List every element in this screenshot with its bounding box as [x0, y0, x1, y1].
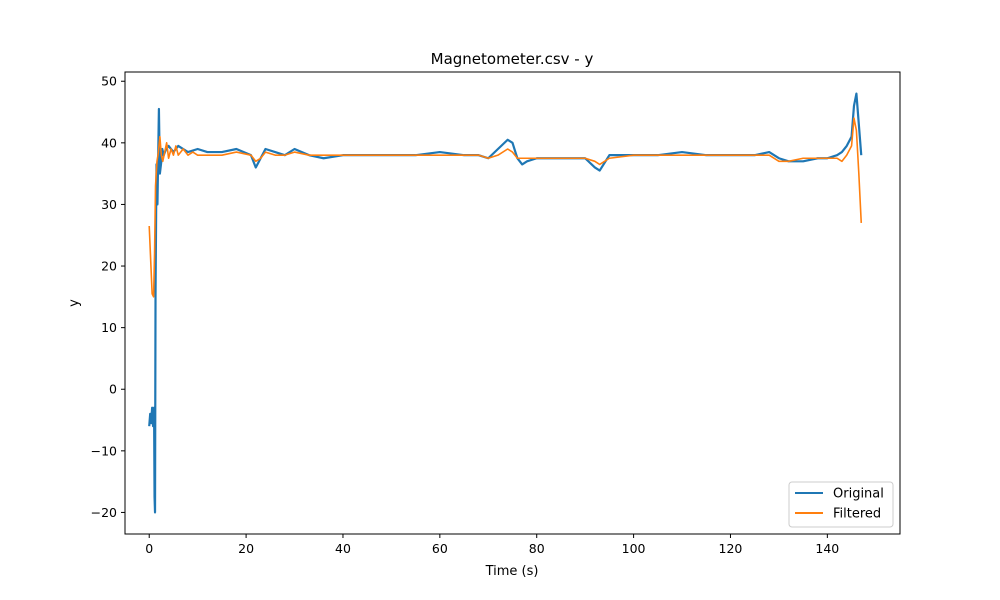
x-tick-label: 20 [238, 541, 254, 556]
y-tick-label: 50 [101, 74, 117, 89]
x-tick-label: 60 [432, 541, 448, 556]
x-tick-label: 120 [719, 541, 743, 556]
x-tick-label: 100 [622, 541, 646, 556]
y-tick-label: 10 [101, 320, 117, 335]
y-axis-ticks: −20 −10 0 10 20 30 40 50 [91, 74, 125, 520]
y-tick-label: 30 [101, 197, 117, 212]
legend-label-filtered: Filtered [833, 507, 881, 522]
y-tick-label: 20 [101, 259, 117, 274]
x-axis-ticks: 0 20 40 60 80 100 120 140 [145, 534, 839, 556]
y-tick-label: −10 [91, 443, 117, 458]
series-line-filtered [148, 117, 863, 298]
x-tick-label: 0 [145, 541, 153, 556]
x-tick-label: 40 [335, 541, 351, 556]
axes-frame [124, 71, 901, 535]
x-tick-label: 80 [529, 541, 545, 556]
y-axis-label: y [67, 299, 82, 307]
chart-title: Magnetometer.csv - y [431, 50, 594, 68]
legend-label-original: Original [833, 487, 884, 502]
x-tick-label: 140 [815, 541, 839, 556]
legend: Original Filtered [788, 481, 894, 528]
y-tick-label: 40 [101, 135, 117, 150]
y-tick-label: −20 [91, 505, 117, 520]
y-tick-label: 0 [109, 382, 117, 397]
x-axis-label: Time (s) [485, 564, 539, 579]
plot-lines [148, 92, 863, 514]
